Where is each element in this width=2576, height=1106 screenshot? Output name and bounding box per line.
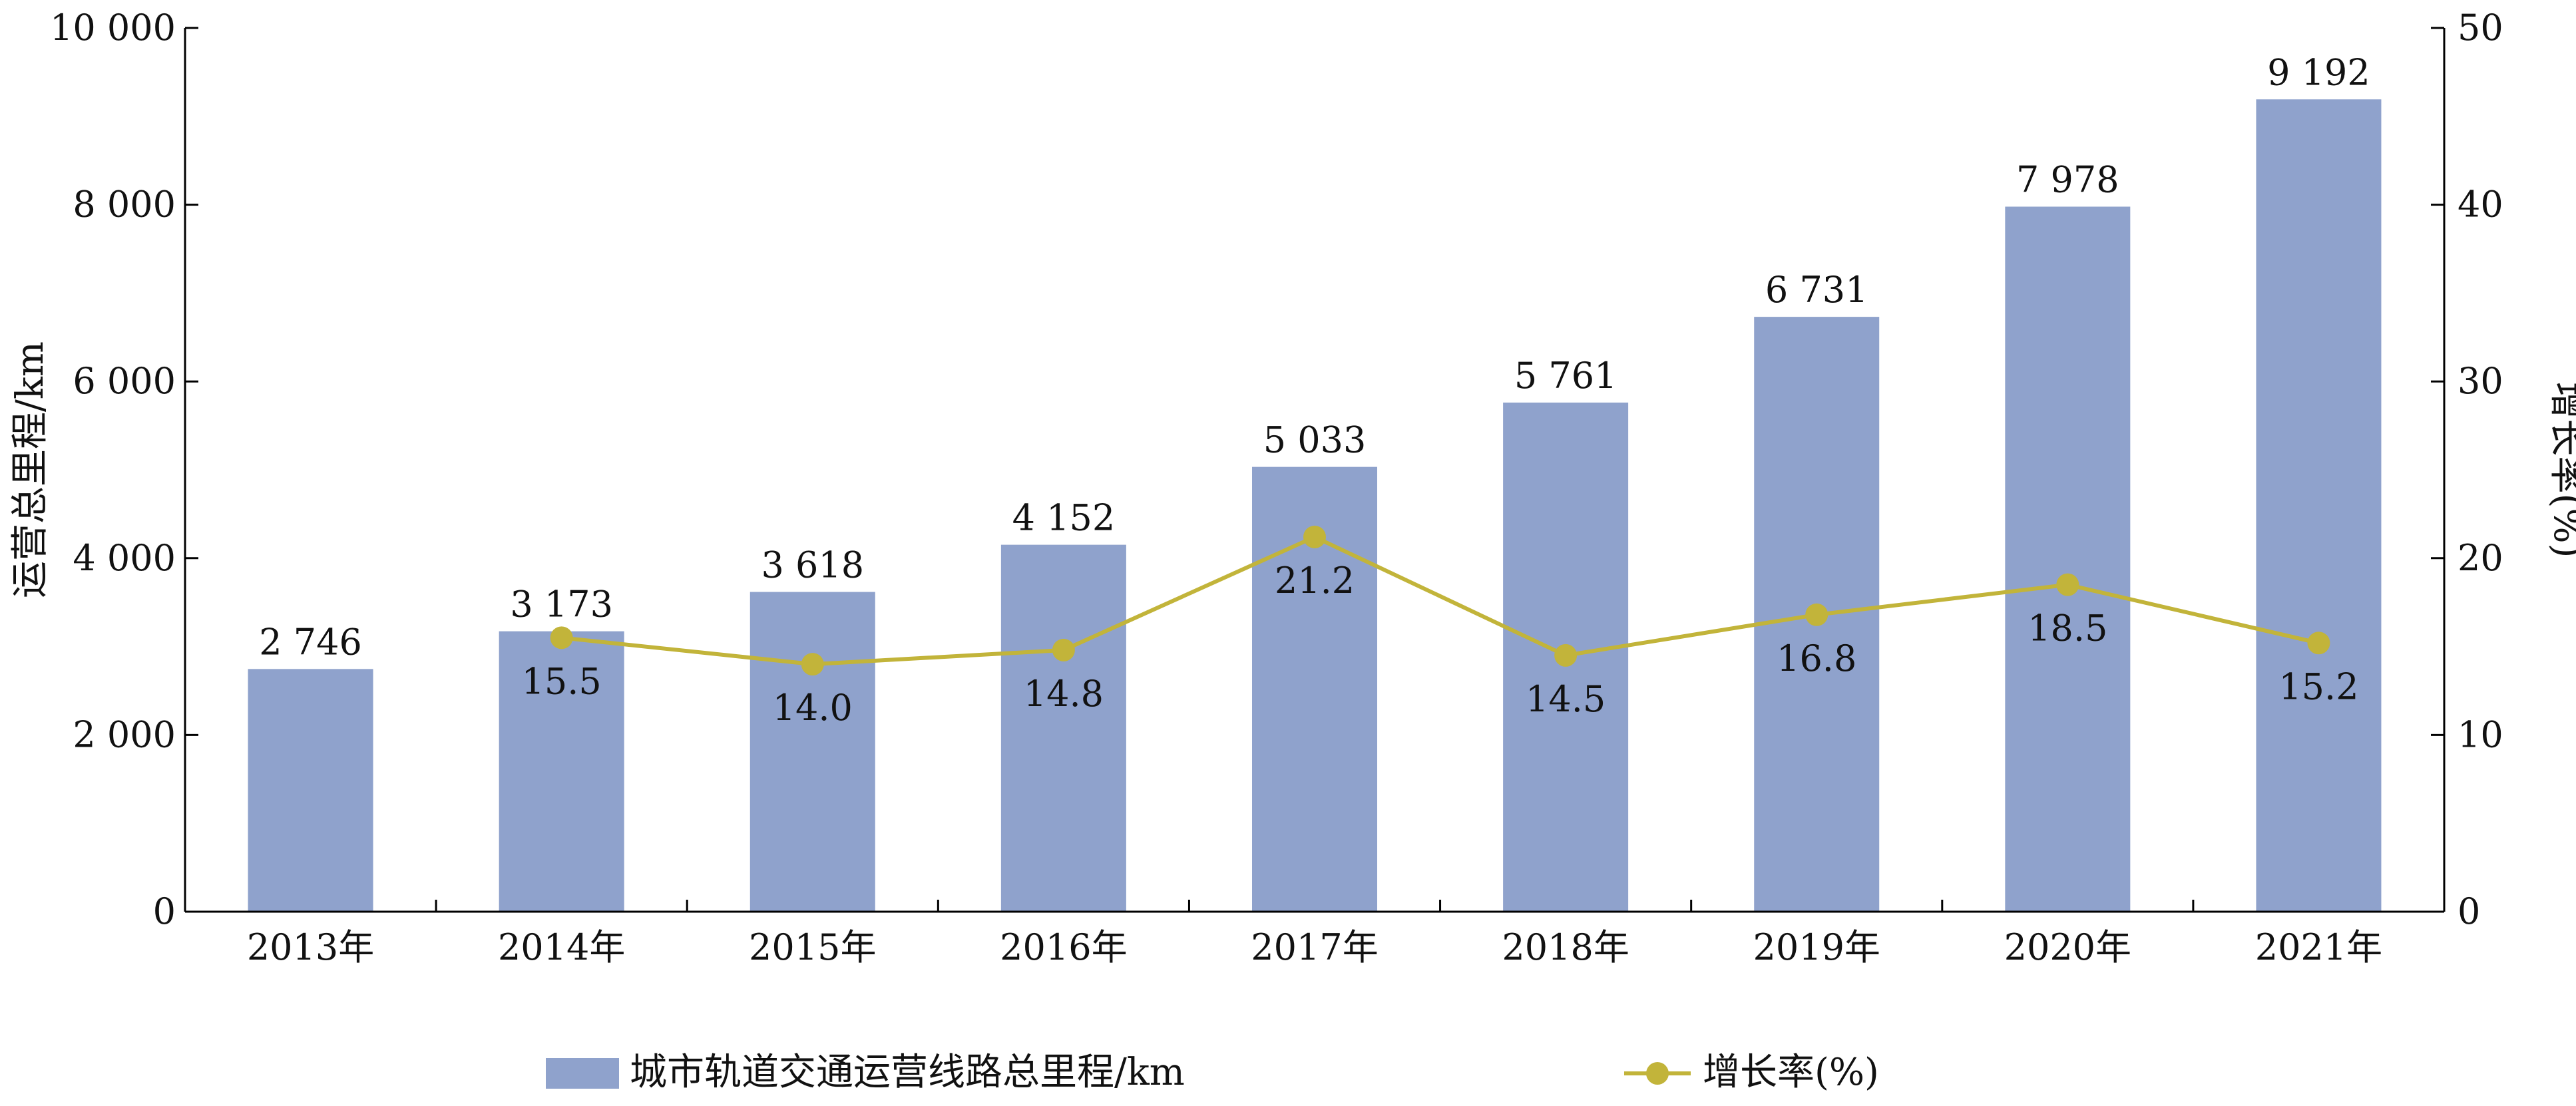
legend-bar-label: 城市轨道交通运营线路总里程/km (630, 1051, 1185, 1094)
left-tick-label: 0 (153, 890, 176, 932)
bar-value-label: 2 746 (259, 621, 362, 663)
bar-value-label: 7 978 (2016, 159, 2119, 201)
bar-value-label: 4 152 (1012, 497, 1116, 539)
bars-layer (248, 99, 2382, 912)
x-tick-label: 2017年 (1251, 926, 1378, 968)
right-tick-label: 50 (2458, 7, 2503, 49)
left-tick-label: 10 000 (50, 7, 176, 49)
growth-rate-label: 15.5 (522, 660, 602, 702)
legend-bar-swatch (546, 1058, 619, 1089)
x-tick-label: 2013年 (247, 926, 374, 968)
bar-value-label: 3 618 (761, 544, 864, 586)
line-layer (550, 525, 2330, 676)
x-tick-label: 2021年 (2255, 926, 2382, 968)
growth-rate-label: 21.2 (1275, 560, 1355, 602)
legend-line-marker (1646, 1062, 1669, 1085)
growth-rate-point (1554, 644, 1578, 667)
x-tick-label: 2020年 (2004, 926, 2131, 968)
growth-rate-label: 15.2 (2278, 665, 2358, 707)
growth-rate-point (1805, 603, 1828, 626)
bar-value-label: 5 761 (1514, 355, 1617, 397)
right-tick-label: 20 (2458, 537, 2503, 579)
growth-rate-line (561, 534, 2320, 667)
x-tick-label: 2019年 (1753, 926, 1880, 968)
left-tick-label: 4 000 (73, 537, 176, 579)
growth-rate-point (801, 653, 824, 676)
growth-rate-label: 14.0 (773, 687, 853, 729)
bar-1 (499, 631, 624, 912)
bar-0 (248, 669, 373, 912)
bar-value-label: 5 033 (1263, 419, 1367, 461)
left-tick-label: 6 000 (73, 360, 176, 402)
right-tick-label: 40 (2458, 184, 2503, 226)
y-axis-title: 运营总里程/km (9, 341, 52, 598)
bar-3 (1000, 544, 1126, 912)
growth-rate-label: 14.8 (1024, 673, 1104, 715)
bar-2 (750, 592, 875, 912)
growth-rate-point (1303, 525, 1326, 548)
growth-rate-point (2056, 573, 2079, 596)
growth-rate-point (2307, 632, 2330, 655)
bar-value-label: 6 731 (1765, 269, 1868, 311)
right-tick-label: 10 (2458, 713, 2503, 755)
bar-7 (2005, 206, 2131, 912)
x-tick-label: 2016年 (1000, 926, 1127, 968)
right-tick-label: 30 (2458, 360, 2503, 402)
growth-rate-label: 14.5 (1526, 678, 1606, 720)
legend-line-label: 增长率(%) (1703, 1051, 1879, 1094)
bar-value-label: 9 192 (2267, 51, 2370, 93)
x-tick-label: 2015年 (749, 926, 876, 968)
y2-axis-title: 增长率(%) (2545, 382, 2576, 558)
bar-8 (2256, 99, 2382, 912)
left-tick-label: 2 000 (73, 713, 176, 755)
x-tick-label: 2014年 (498, 926, 625, 968)
growth-rate-label: 16.8 (1777, 638, 1856, 679)
bar-value-label: 3 173 (510, 584, 613, 626)
growth-rate-label: 18.5 (2028, 608, 2107, 649)
axes-layer: 0 2 000 4 000 6 000 8 000 10 000 0 10 20 30 40 50 20… (9, 7, 2576, 968)
growth-rate-point (1052, 638, 1075, 661)
x-tick-label: 2018年 (1502, 926, 1629, 968)
legend: 城市轨道交通运营线路总里程/km 增长率(%) (546, 1051, 1879, 1094)
growth-rate-point (550, 626, 573, 649)
right-tick-label: 0 (2458, 890, 2480, 932)
left-tick-label: 8 000 (73, 184, 176, 226)
labels-layer: 2 746 3 173 3 618 4 152 5 033 5 761 6 731 7 978… (259, 51, 2370, 729)
